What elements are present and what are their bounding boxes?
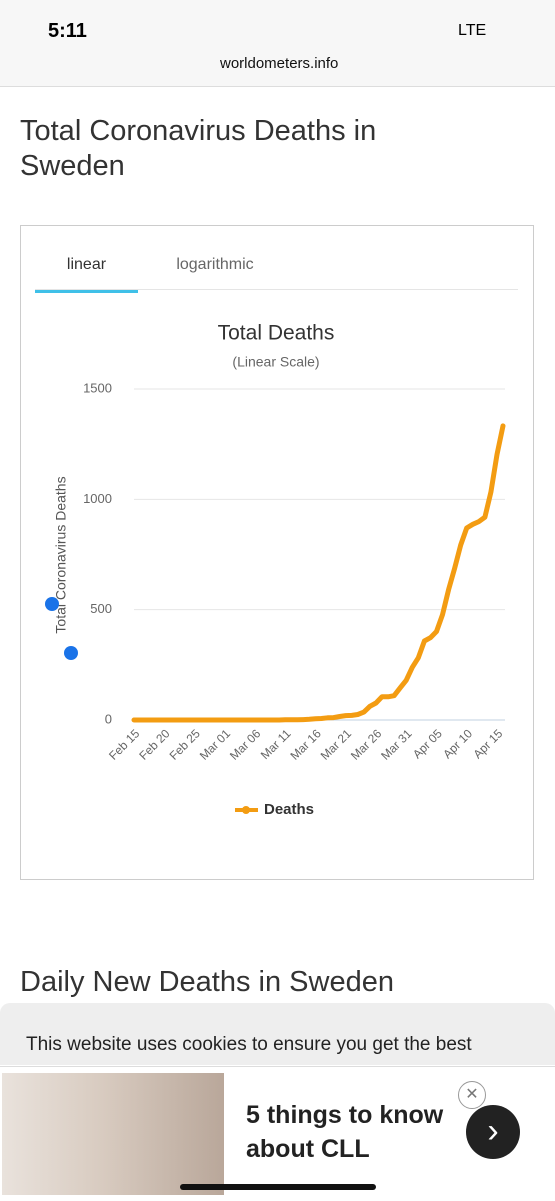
y-tick-label: 1000	[83, 491, 112, 506]
data-line	[131, 423, 506, 723]
x-tick-label: Mar 01	[197, 726, 234, 763]
tab-indicator	[35, 289, 138, 293]
legend-marker	[242, 806, 250, 814]
selection-handle[interactable]	[64, 646, 78, 660]
url[interactable]: worldometers.info	[220, 55, 339, 72]
x-tick-label: Feb 15	[106, 726, 143, 763]
clock: 5:11	[48, 20, 87, 42]
ad-close[interactable]: ✕	[458, 1081, 486, 1109]
tab[interactable]: linear	[66, 256, 107, 273]
cookie-banner	[0, 1003, 555, 1065]
y-tick-label: 0	[105, 711, 112, 726]
x-tick-label: Apr 15	[470, 726, 505, 761]
tab-divider	[35, 289, 518, 290]
ad-image[interactable]	[2, 1073, 224, 1195]
x-tick-label: Feb 25	[167, 726, 204, 763]
selection-handle[interactable]	[45, 597, 59, 611]
ad-headline[interactable]: 5 things to know about CLL	[246, 1101, 444, 1163]
x-tick-label: Mar 11	[258, 726, 294, 762]
browser-bar	[0, 0, 555, 87]
heading: Daily New Deaths in Sweden	[20, 966, 394, 998]
x-tick-label: Apr 10	[440, 726, 475, 761]
x-tick-label: Mar 31	[378, 726, 415, 763]
x-tick-label: Apr 05	[410, 726, 445, 761]
y-tick-label: 1500	[83, 380, 112, 395]
chart-title: Total Deaths	[218, 322, 335, 345]
home-indicator	[180, 1184, 376, 1190]
heading: Total Coronavirus Deaths in Sweden	[20, 115, 377, 182]
y-tick-label: 500	[90, 601, 112, 616]
chart: Total Deaths (Linear Scale) Total Corona…	[45, 322, 506, 818]
x-tick-label: Mar 26	[348, 726, 385, 763]
legend-label: Deaths	[264, 801, 314, 818]
x-tick-label: Mar 16	[288, 726, 325, 763]
tab[interactable]: logarithmic	[176, 256, 254, 273]
x-tick-label: Feb 20	[136, 726, 173, 763]
x-tick-label: Mar 06	[227, 726, 264, 763]
ad-arrow[interactable]: ›	[466, 1105, 520, 1159]
cookie-text: This website uses cookies to ensure you …	[26, 1034, 472, 1055]
chart-subtitle: (Linear Scale)	[232, 354, 319, 370]
network: LTE	[458, 22, 487, 39]
y-axis-title: Total Coronavirus Deaths	[53, 476, 69, 633]
chart-card	[20, 225, 534, 880]
x-tick-label: Mar 21	[318, 726, 355, 763]
